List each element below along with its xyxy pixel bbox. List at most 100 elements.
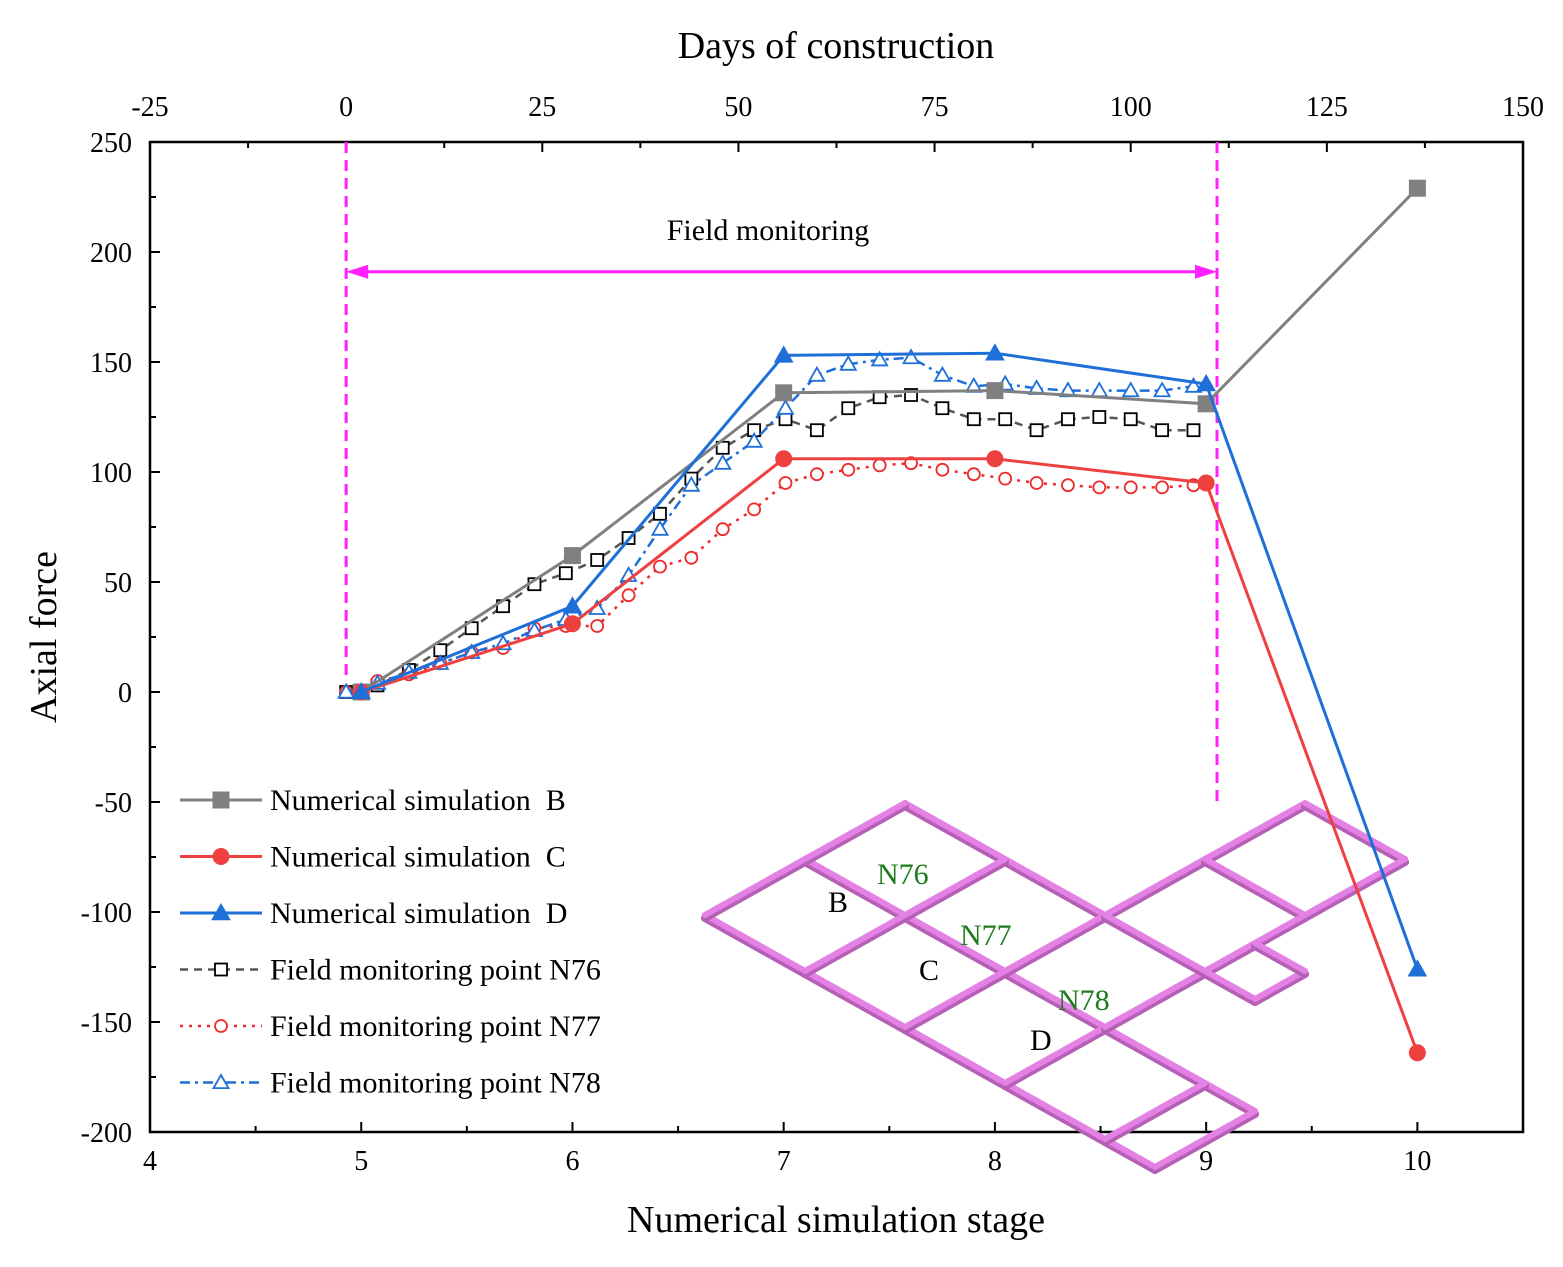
- data-point-N78: [776, 398, 795, 415]
- inset-beam: [802, 856, 1258, 1114]
- data-point-D: [1407, 959, 1428, 977]
- data-point-N76: [809, 423, 824, 438]
- series-line-B: [360, 187, 1419, 694]
- legend-label: Field monitoring point N76: [270, 954, 601, 987]
- series-N77: [339, 456, 1201, 699]
- field-arrowhead-right: [1195, 264, 1218, 279]
- x-axis: 4 5 6 7 8 9 10: [143, 1122, 1524, 1177]
- y-tick-label: 100: [90, 458, 132, 489]
- y-tick-label: 0: [118, 678, 132, 709]
- data-point-N77: [872, 458, 887, 473]
- data-point-N76: [590, 553, 605, 567]
- x-tick-label: 9: [1199, 1146, 1213, 1177]
- inset-beam: [1252, 940, 1308, 974]
- data-point-N77: [1123, 480, 1138, 495]
- data-point-N78: [713, 453, 732, 470]
- x-tick-label: 6: [565, 1146, 579, 1177]
- inset-beam: [1252, 856, 1408, 946]
- data-point-N76: [841, 401, 856, 416]
- legend: Numerical simulation B Numerical simulati…: [180, 784, 601, 1100]
- data-point-N77: [621, 588, 636, 603]
- inset-label-N78: N78: [1058, 984, 1110, 1017]
- data-point-N78: [901, 348, 921, 365]
- data-point-B: [1408, 179, 1426, 197]
- inset-beam: [1102, 1080, 1208, 1142]
- y-tick-label: -150: [81, 1008, 132, 1039]
- data-point-N76: [1029, 423, 1044, 438]
- data-point-N76: [1186, 423, 1201, 438]
- inset-beam: [1102, 912, 1258, 1002]
- data-point-N77: [778, 476, 793, 490]
- inset-beam: [1102, 940, 1258, 1030]
- inset-label-N77: N77: [960, 919, 1012, 952]
- legend-label: Numerical simulation C: [270, 841, 566, 874]
- y-tick-label: 150: [90, 348, 132, 379]
- inset-beam: [1202, 856, 1308, 918]
- data-point-C: [775, 450, 793, 468]
- data-point-C: [986, 450, 1004, 468]
- legend-item-D: Numerical simulation D: [180, 897, 567, 930]
- legend-item-N76: Field monitoring point N76: [180, 954, 601, 987]
- series-C: [352, 450, 1426, 1062]
- series-line-N76: [345, 393, 1194, 694]
- data-point-B: [775, 384, 793, 402]
- data-point-N76: [1123, 412, 1138, 427]
- data-point-N78: [807, 365, 826, 382]
- legend-marker: [214, 1019, 228, 1033]
- data-point-N77: [809, 467, 824, 482]
- x-tick-label: 4: [143, 1146, 157, 1177]
- data-point-N77: [747, 502, 762, 517]
- data-point-N76: [1061, 412, 1075, 427]
- series-N78: [337, 348, 1203, 699]
- data-point-N77: [653, 559, 667, 574]
- data-point-N78: [1153, 381, 1172, 398]
- y-tick-label: -50: [95, 788, 132, 819]
- x2-tick-label: 0: [339, 92, 353, 123]
- data-point-N76: [966, 412, 981, 427]
- data-point-N77: [841, 462, 856, 477]
- data-point-N76: [778, 412, 793, 427]
- data-point-N76: [1092, 410, 1107, 424]
- x2-tick-label: 75: [921, 92, 949, 123]
- inset-beam: [802, 856, 1008, 974]
- legend-item-B: Numerical simulation B: [180, 784, 566, 817]
- data-point-N78: [839, 354, 858, 371]
- legend-item-N78: Field monitoring point N78: [180, 1067, 601, 1100]
- legend-marker: [211, 1073, 231, 1090]
- data-point-N76: [998, 412, 1013, 427]
- data-point-N78: [1184, 376, 1203, 393]
- y-tick-label: 50: [104, 568, 132, 599]
- data-point-C: [563, 615, 581, 633]
- y-tick-label: 200: [90, 238, 132, 269]
- data-point-N77: [998, 471, 1013, 486]
- legend-marker: [214, 962, 228, 977]
- legend-marker: [211, 902, 231, 921]
- legend-item-C: Numerical simulation C: [180, 841, 566, 874]
- data-point-N78: [337, 682, 356, 699]
- field-monitoring-label: Field monitoring: [667, 214, 870, 247]
- data-point-N76: [1155, 423, 1169, 438]
- series-line-N78: [345, 356, 1194, 694]
- data-point-N78: [870, 350, 889, 367]
- x-axis-title: Numerical simulation stage: [627, 1199, 1045, 1241]
- structure-inset: B C D N76 N77 N78: [701, 800, 1409, 1174]
- legend-label: Field monitoring point N77: [270, 1010, 601, 1043]
- inset-beam: [1002, 1024, 1108, 1086]
- field-monitoring-annotation: [344, 142, 1219, 802]
- inset-beam: [1302, 800, 1408, 862]
- x-tick-label: 10: [1403, 1146, 1431, 1177]
- data-point-N77: [1155, 480, 1169, 495]
- legend-marker: [212, 848, 230, 865]
- data-point-N77: [935, 462, 950, 477]
- data-point-N76: [653, 506, 667, 521]
- data-point-D: [351, 681, 372, 700]
- inset-label-C: C: [919, 954, 939, 987]
- data-point-N78: [650, 519, 670, 536]
- legend-label: Field monitoring point N78: [270, 1067, 601, 1100]
- data-point-D: [1196, 373, 1217, 392]
- data-point-N78: [1121, 381, 1140, 398]
- x2-tick-label: -25: [131, 92, 168, 123]
- inset-label-N76: N76: [877, 858, 929, 891]
- y-tick-label: 250: [90, 128, 132, 159]
